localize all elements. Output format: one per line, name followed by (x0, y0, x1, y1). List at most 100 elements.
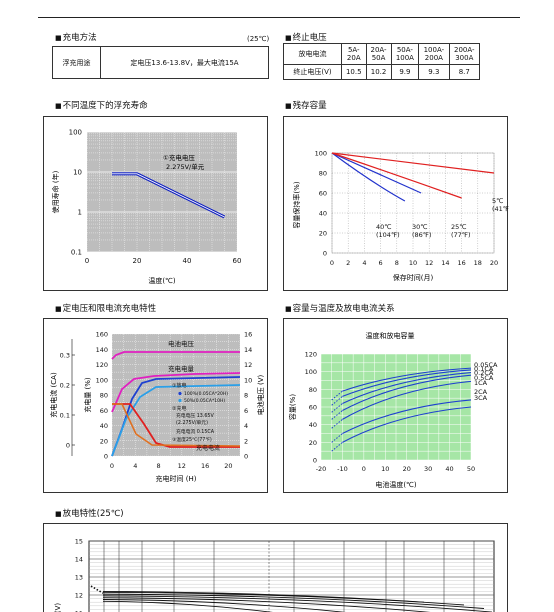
charge-right-ylabel: 电池电压 (V) (256, 374, 265, 415)
discharge-curve (102, 591, 465, 606)
capacity-curve-extrapolated (331, 410, 343, 420)
capacity-y-tick: 20 (309, 439, 317, 447)
residual-ylabel: 容量保持率(%) (292, 181, 301, 228)
charge-current-curve-100 (112, 403, 240, 448)
cutoff-section-title: ■终止电压 (285, 33, 327, 43)
charge-voltage-curve (111, 351, 240, 360)
charge-chart-panel: 0 4 8 12 16 20 160 140 120 100 80 60 40 20 0 16 14 12 10 8 6… (43, 318, 268, 493)
residual-series-sublabel: (77℉) (451, 231, 471, 239)
float-row-value: 定电压13.6-13.8V，最大电流15A (100, 46, 269, 79)
charge-x-tick: 20 (224, 462, 232, 470)
life-x-tick: 20 (133, 257, 142, 265)
charge-outer-y-tick: 0.1 (60, 412, 70, 420)
cutoff-table: 放电电流 5A- 20A 20A- 50A 50A- 100A 100A- 200A 2… (283, 42, 481, 80)
cutoff-column-header: 50A- 100A (390, 42, 420, 66)
capacity-x-tick: 50 (467, 465, 475, 473)
charge-annotation: 充电电压 13.65V (176, 412, 214, 419)
capacity-curve-extrapolated (331, 403, 343, 413)
life-section-title: ■不同温度下的浮充寿命 (55, 101, 148, 111)
charge-annotation: ③温度25℃(77℉) (172, 436, 212, 443)
capacity-curve (342, 374, 472, 412)
charge-left-ylabel: 充电量 (%) (83, 377, 92, 413)
capacity-legend-item: 3CA (474, 394, 488, 402)
discharge-ylabel: (V) (54, 603, 62, 612)
residual-y-tick: 20 (319, 230, 327, 238)
charge-annotation: 电池电压 (168, 339, 195, 348)
cutoff-header-label: 放电电流 (283, 42, 342, 66)
capacity-y-tick: 40 (309, 421, 317, 429)
capacity-x-tick: 10 (381, 465, 389, 473)
cutoff-column-header: 200A- 300A (448, 42, 481, 66)
charge-outer-y-tick: 0 (66, 442, 70, 450)
residual-x-tick: 0 (330, 259, 334, 267)
residual-x-tick: 6 (379, 259, 383, 267)
discharge-chart: 15 14 13 12 11 (V) (54, 538, 495, 612)
capacity-x-tick: 20 (403, 465, 411, 473)
capacity-curve-extrapolated (331, 441, 343, 452)
charge-current-curve-50 (112, 403, 241, 447)
charge-right-y-tick: 12 (244, 361, 252, 369)
life-chart-panel: 0 20 40 60 100 10 1 0.1 ①充电电压 2.275V/单元 温度(℃) 使… (43, 116, 268, 291)
discharge-curve (102, 599, 346, 612)
charge-annotation: ①放电 (172, 382, 186, 389)
capacity-section-title: ■容量与温度及放电电流关系 (285, 304, 395, 314)
residual-curve (331, 152, 495, 174)
charge-x-tick: 8 (156, 462, 160, 470)
capacity-y-tick: 0 (313, 457, 317, 465)
charge-right-y-tick: 14 (244, 346, 252, 354)
capacity-chart: 温度和放电容量 -20 -10 0 10 20 30 40 50 120 100 80 60 40 20 0… (288, 331, 498, 489)
residual-chart-panel: 0 2 4 6 8 10 12 14 16 18 20 100 80 60 40 20 0 40℃ (104℉) 3… (283, 116, 509, 291)
discharge-curve (102, 600, 274, 612)
capacity-curve-extrapolated (331, 390, 343, 401)
cutoff-value: 9.3 (418, 64, 450, 80)
discharge-y-tick: 11 (75, 610, 83, 612)
capacity-curve-extrapolated (331, 433, 343, 443)
float-section-title: ■充电方法 (55, 33, 97, 43)
capacity-xlabel: 电池温度(℃) (375, 480, 417, 489)
charge-right-y-tick: 4 (244, 422, 248, 430)
capacity-chart-title: 温度和放电容量 (366, 331, 415, 340)
charge-right-y-tick: 16 (244, 331, 252, 339)
life-xlabel: 温度(℃) (148, 276, 176, 285)
residual-x-tick: 12 (425, 259, 433, 267)
float-row-label: 浮充用途 (52, 46, 101, 79)
charge-x-tick: 0 (110, 462, 114, 470)
charge-outer-y-tick: 0.3 (60, 352, 70, 360)
residual-series-sublabel: (104℉) (376, 231, 400, 239)
charge-annotation: 充电电流 0.15CA (176, 428, 215, 435)
discharge-y-tick: 12 (75, 592, 83, 600)
charge-left-y-tick: 40 (100, 422, 108, 430)
charge-left-y-tick: 100 (96, 376, 108, 384)
life-y-tick: 1 (78, 209, 82, 217)
charge-amount-curve-50 (111, 384, 241, 457)
residual-x-tick: 2 (346, 259, 350, 267)
charge-right-y-tick: 8 (244, 392, 248, 400)
charge-xlabel: 充电时间 (H) (156, 474, 197, 483)
charge-right-y-tick: 0 (244, 453, 248, 461)
charge-left-y-tick: 160 (96, 331, 108, 339)
residual-y-tick: 80 (319, 170, 327, 178)
residual-x-tick: 4 (362, 259, 366, 267)
residual-curve (331, 152, 462, 199)
capacity-curve (342, 406, 472, 443)
capacity-curve-extrapolated (331, 396, 343, 406)
residual-y-tick: 0 (323, 250, 327, 258)
capacity-legend-item: 0.2CA (474, 369, 494, 377)
life-y-tick: 100 (69, 129, 82, 137)
residual-x-tick: 18 (474, 259, 482, 267)
charge-annotation: 充电电量 (168, 364, 195, 373)
residual-curve (331, 152, 406, 202)
charge-right-y-tick: 6 (244, 407, 248, 415)
discharge-y-tick: 13 (75, 574, 83, 582)
float-temp-note: (25℃) (247, 35, 270, 43)
top-rule (38, 17, 520, 18)
capacity-x-tick: 0 (362, 465, 366, 473)
residual-xlabel: 保存时间(月) (393, 273, 434, 282)
life-x-tick: 40 (183, 257, 192, 265)
capacity-legend-item: 1CA (474, 379, 488, 387)
capacity-y-tick: 60 (309, 404, 317, 412)
residual-curve (331, 152, 422, 194)
charge-left-y-tick: 0 (104, 453, 108, 461)
residual-section-title: ■残存容量 (285, 101, 327, 111)
capacity-y-tick: 80 (309, 386, 317, 394)
